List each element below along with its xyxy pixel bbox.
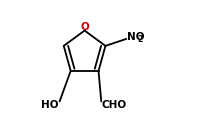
Text: HO: HO: [41, 100, 59, 110]
Text: O: O: [80, 22, 89, 32]
Text: 2: 2: [137, 35, 142, 44]
Text: NO: NO: [127, 32, 144, 42]
Text: CHO: CHO: [102, 100, 127, 110]
